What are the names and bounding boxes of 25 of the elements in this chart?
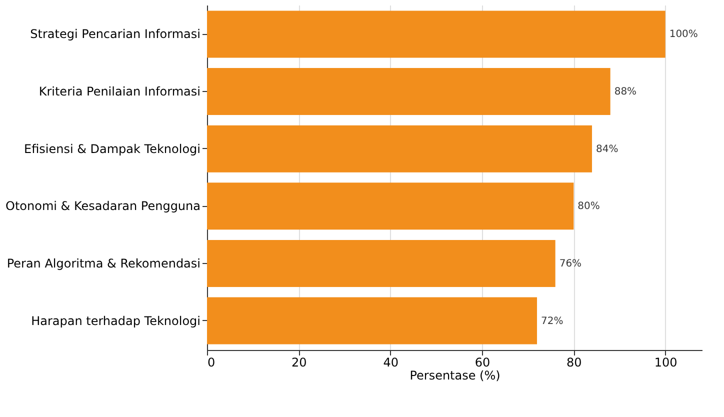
x-tick-label: 0 xyxy=(208,356,216,370)
data-label: 84% xyxy=(596,144,618,155)
x-tick-label: 20 xyxy=(292,356,307,370)
y-tick-label: Otonomi & Kesadaran Pengguna xyxy=(6,199,200,214)
bar xyxy=(207,240,556,287)
bar xyxy=(207,125,592,172)
data-label: 100% xyxy=(669,29,698,40)
y-tick-label: Efisiensi & Dampak Teknologi xyxy=(24,142,200,156)
data-label: 88% xyxy=(614,86,637,98)
x-tick-label: 40 xyxy=(383,356,398,370)
y-tick-label: Peran Algoritma & Rekomendasi xyxy=(6,256,200,270)
x-tick-label: 60 xyxy=(474,356,490,370)
x-axis-title: Persentase (%) xyxy=(410,368,500,382)
y-tick-label: Harapan terhadap Teknologi xyxy=(31,314,200,328)
data-label: 76% xyxy=(559,258,582,270)
bar xyxy=(207,182,574,230)
bar xyxy=(207,10,666,58)
data-label: 72% xyxy=(541,316,564,327)
x-tick-label: 80 xyxy=(566,356,582,370)
y-tick-label: Kriteria Penilaian Informasi xyxy=(38,84,200,99)
bar xyxy=(207,68,610,116)
bar xyxy=(207,297,537,344)
data-label: 80% xyxy=(578,201,600,212)
x-tick-label: 100 xyxy=(654,356,678,370)
y-tick-label: Strategi Pencarian Informasi xyxy=(30,27,200,42)
